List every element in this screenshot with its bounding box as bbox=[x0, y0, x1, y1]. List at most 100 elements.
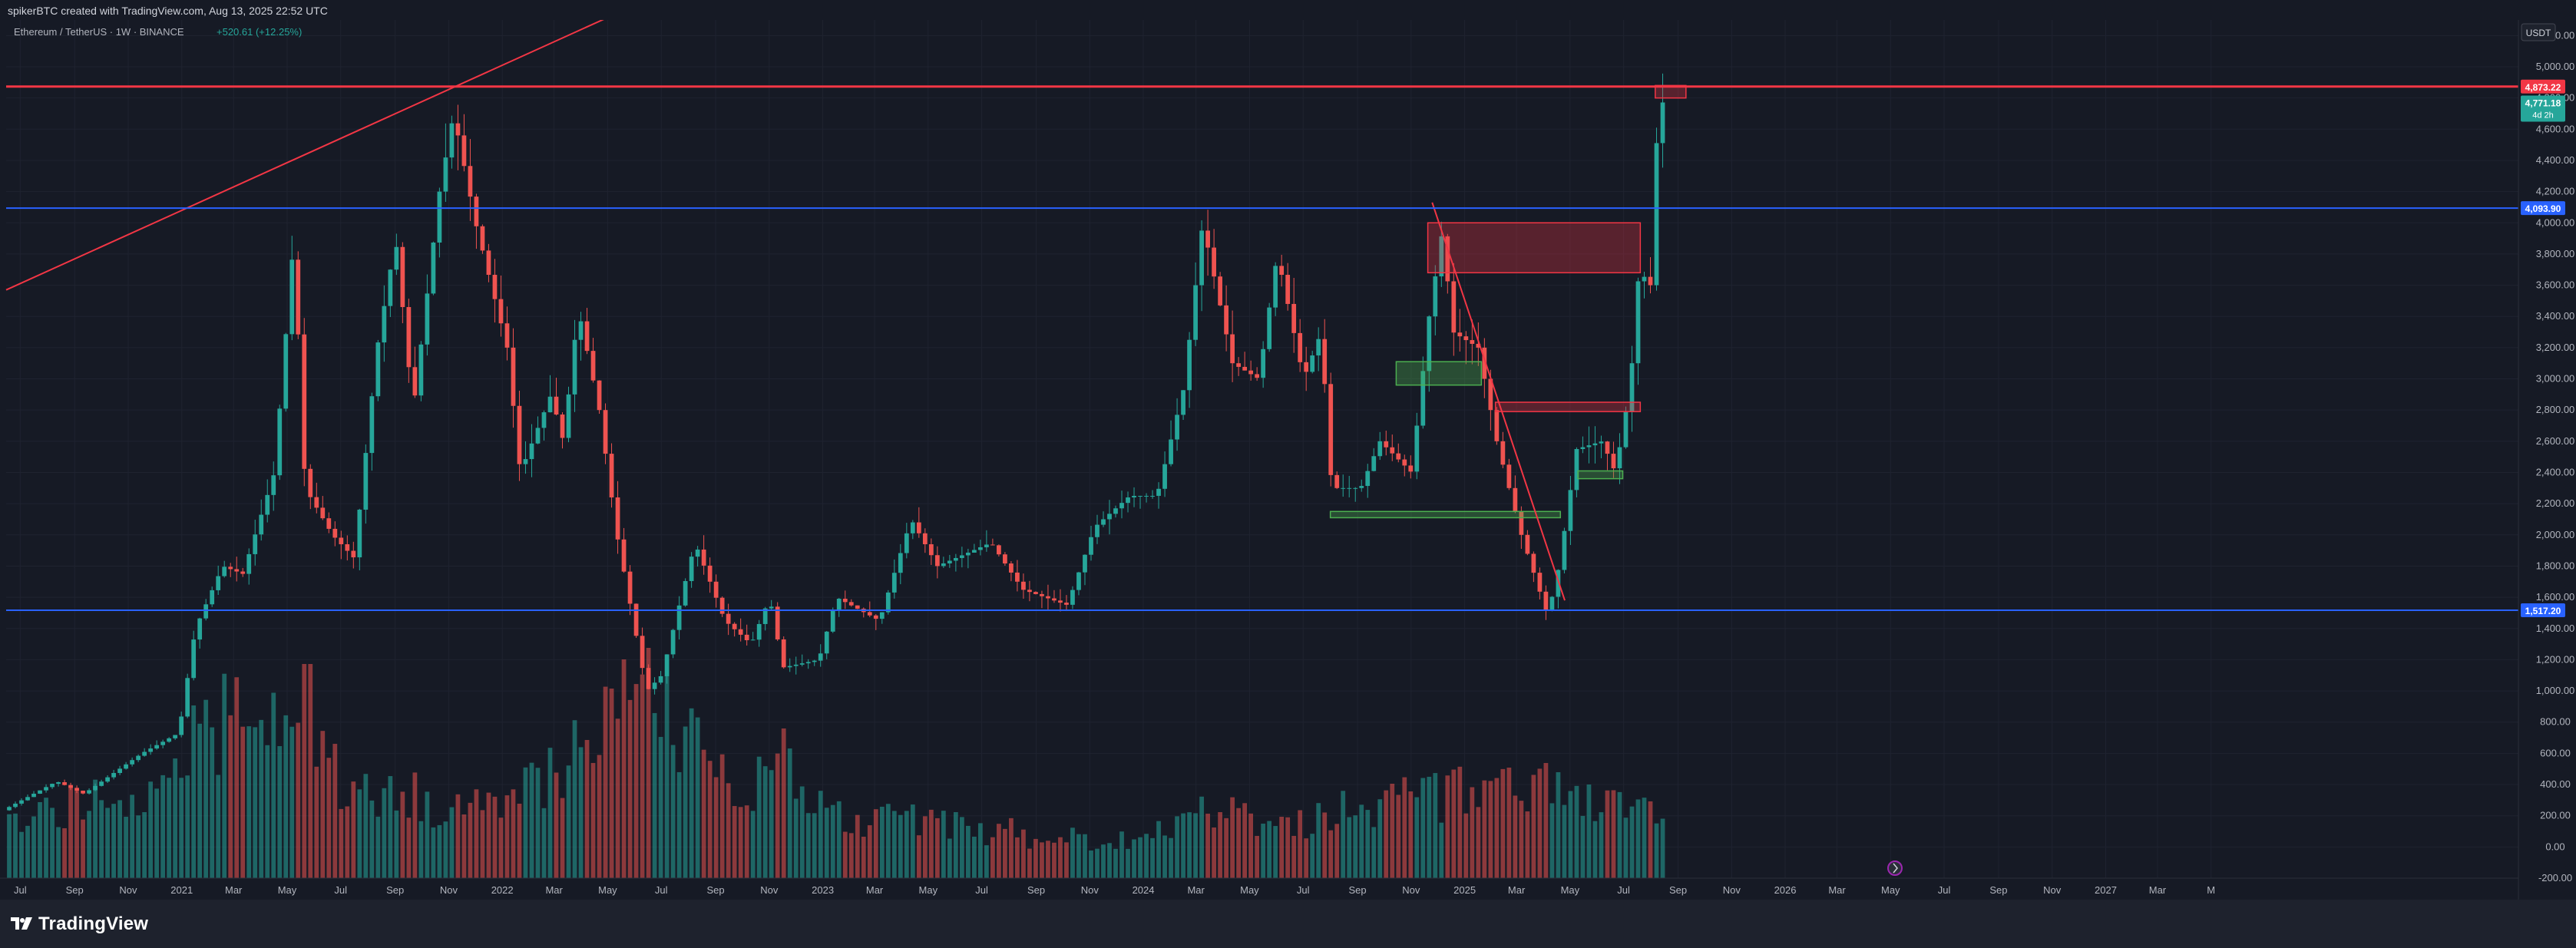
candle-body bbox=[443, 157, 448, 192]
volume-bar bbox=[1230, 797, 1235, 878]
candle-body bbox=[99, 781, 104, 786]
candle-body bbox=[1648, 276, 1653, 286]
candle-body bbox=[1156, 488, 1161, 496]
volume-bar bbox=[1574, 785, 1579, 878]
candle-body bbox=[572, 339, 577, 395]
x-tick-label: Mar bbox=[1508, 884, 1526, 896]
volume-bar bbox=[363, 774, 369, 878]
volume-bar bbox=[136, 815, 141, 878]
volume-bar bbox=[947, 838, 952, 878]
candlestick-series bbox=[7, 73, 1665, 811]
candle-body bbox=[228, 566, 233, 570]
candle-body bbox=[1003, 554, 1007, 564]
candle-body bbox=[1310, 355, 1315, 372]
volume-bar bbox=[744, 805, 749, 878]
candle-body bbox=[1279, 266, 1285, 276]
candle-body bbox=[959, 555, 964, 558]
volume-bar bbox=[658, 737, 663, 878]
volume-bar bbox=[554, 772, 559, 878]
candle-body bbox=[179, 716, 184, 735]
top-caption-bar: spikerBTC created with TradingView.com, … bbox=[0, 0, 2576, 20]
candle-body bbox=[1500, 441, 1506, 465]
candle-body bbox=[253, 534, 258, 554]
candle-body bbox=[1408, 465, 1414, 472]
volume-bar bbox=[928, 809, 934, 878]
candle-body bbox=[805, 662, 811, 664]
volume-bar bbox=[99, 800, 104, 878]
volume-bar bbox=[726, 783, 731, 878]
volume-bar bbox=[621, 659, 627, 878]
candle-body bbox=[326, 518, 332, 529]
volume-bar bbox=[486, 792, 491, 878]
candle-body bbox=[1027, 590, 1032, 593]
candle-body bbox=[1414, 425, 1420, 472]
volume-bar bbox=[480, 810, 485, 878]
volume-bar bbox=[560, 798, 565, 878]
candle-body bbox=[1470, 340, 1475, 344]
volume-bar bbox=[1009, 818, 1014, 878]
volume-bar bbox=[1341, 791, 1346, 878]
y-tick-label: 3,800.00 bbox=[2536, 248, 2575, 259]
candle-body bbox=[916, 522, 921, 533]
volume-bar bbox=[492, 796, 498, 878]
last-price-label: 4,771.18 bbox=[2525, 97, 2561, 108]
x-tick-label: Jul bbox=[975, 884, 988, 896]
volume-bar bbox=[68, 786, 73, 878]
volume-bar bbox=[1064, 842, 1069, 878]
currency-button[interactable]: USDT bbox=[2521, 23, 2556, 41]
candle-body bbox=[1660, 102, 1665, 144]
demand-zone-3 bbox=[1577, 470, 1624, 480]
volume-bar bbox=[1451, 769, 1457, 878]
candle-body bbox=[1599, 441, 1604, 444]
candle-body bbox=[584, 321, 590, 352]
candle-body bbox=[431, 243, 436, 294]
volume-bar bbox=[1316, 803, 1321, 878]
candle-body bbox=[412, 367, 418, 396]
x-tick-label: May bbox=[278, 884, 297, 896]
candle-body bbox=[1328, 384, 1334, 475]
candle-body bbox=[965, 552, 971, 556]
candle-body bbox=[1494, 410, 1500, 441]
candle-body bbox=[1513, 487, 1518, 512]
change-legend: +520.61 (+12.25%) bbox=[217, 26, 302, 38]
y-tick-label: 4,600.00 bbox=[2536, 123, 2575, 134]
volume-bar bbox=[160, 775, 166, 878]
svg-text:USDT: USDT bbox=[2526, 28, 2551, 38]
candle-body bbox=[566, 394, 571, 438]
countdown-label: 4d 2h bbox=[2532, 111, 2554, 120]
candle-body bbox=[1353, 487, 1358, 489]
volume-bar bbox=[388, 776, 393, 878]
volume-bar bbox=[603, 686, 608, 878]
candle-body bbox=[554, 396, 559, 415]
candle-body bbox=[928, 543, 934, 556]
candle-body bbox=[1009, 563, 1014, 573]
alert-icon[interactable] bbox=[1887, 860, 1903, 876]
price-chart[interactable]: 5,200.005,000.004,800.004,600.004,400.00… bbox=[0, 20, 2576, 900]
volume-bar bbox=[812, 813, 817, 878]
candle-body bbox=[339, 537, 344, 544]
tradingview-logo[interactable]: TradingView bbox=[11, 913, 148, 935]
volume-bar bbox=[830, 804, 835, 878]
candle-body bbox=[1427, 316, 1432, 372]
candle-body bbox=[468, 166, 473, 197]
volume-bar bbox=[203, 699, 209, 878]
volume-bar bbox=[1414, 797, 1420, 878]
candle-body bbox=[1605, 441, 1610, 454]
volume-bar bbox=[375, 816, 381, 878]
candle-body bbox=[1242, 366, 1248, 371]
candle-body bbox=[1439, 236, 1444, 277]
candle-body bbox=[1298, 332, 1303, 362]
volume-bar bbox=[1537, 768, 1543, 878]
chart-caption: spikerBTC created with TradingView.com, … bbox=[8, 5, 328, 17]
candle-body bbox=[203, 604, 209, 619]
volume-bar bbox=[406, 818, 412, 878]
volume-bar bbox=[953, 812, 958, 878]
volume-bar bbox=[1384, 790, 1389, 878]
candle-body bbox=[1488, 378, 1493, 411]
volume-bar bbox=[1371, 827, 1377, 878]
volume-bar bbox=[1390, 783, 1395, 878]
candle-body bbox=[848, 602, 854, 606]
candle-body bbox=[1322, 339, 1328, 385]
volume-bar bbox=[1212, 827, 1216, 878]
volume-bar bbox=[1248, 813, 1254, 878]
